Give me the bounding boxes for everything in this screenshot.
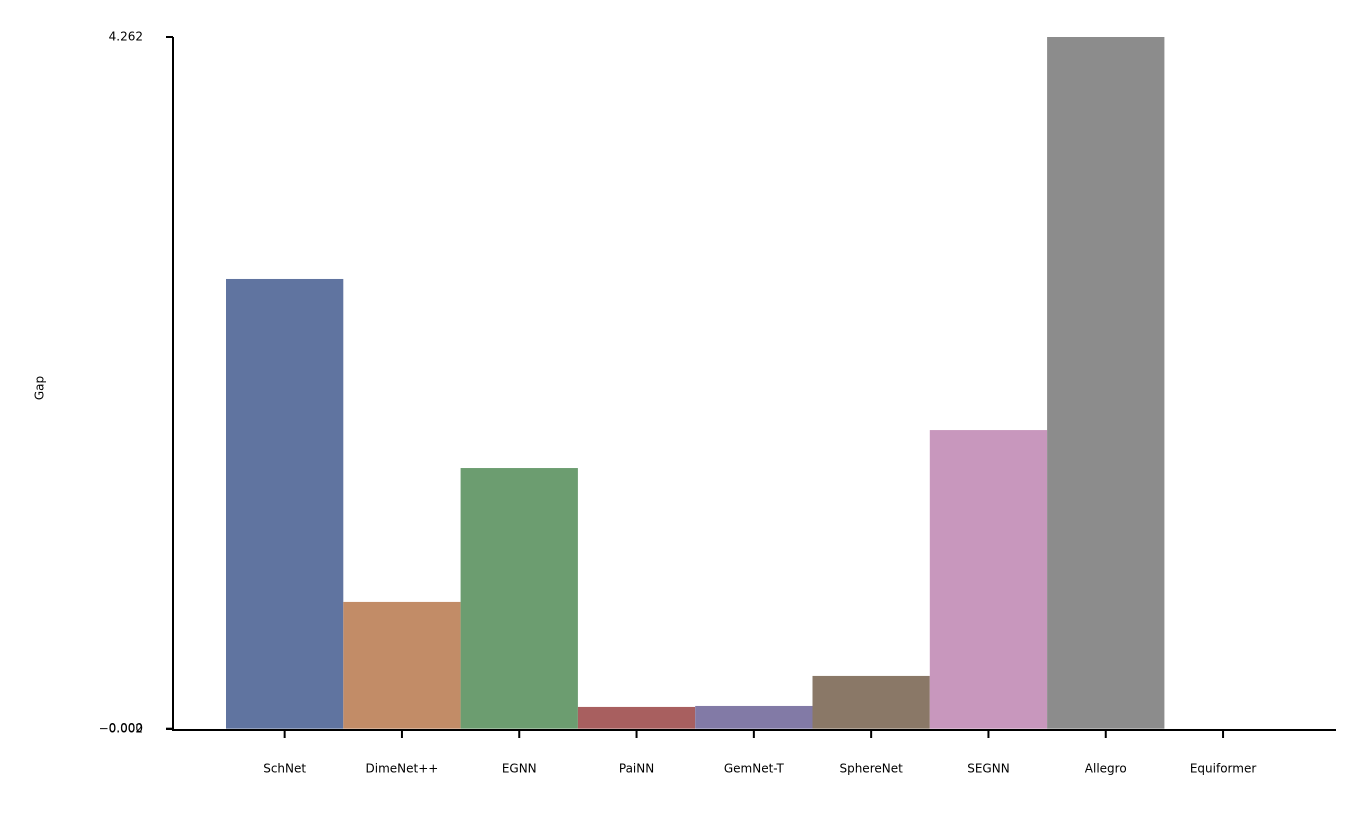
bar bbox=[812, 675, 930, 729]
bar bbox=[460, 468, 578, 729]
y-tick-label: 0.000 bbox=[109, 721, 143, 735]
x-tick-label: SphereNet bbox=[839, 762, 903, 776]
bar bbox=[695, 705, 813, 729]
bar bbox=[1047, 37, 1165, 729]
bar bbox=[577, 706, 696, 729]
y-axis-label: Gap bbox=[33, 376, 47, 400]
y-tick-label: −0.002 bbox=[99, 722, 143, 736]
bar bbox=[929, 430, 1048, 729]
x-tick-label: Equiformer bbox=[1190, 762, 1257, 776]
y-tick-label: 4.262 bbox=[109, 30, 143, 44]
bar bbox=[226, 278, 344, 729]
x-tick-label: PaiNN bbox=[619, 762, 654, 776]
bar bbox=[343, 601, 461, 729]
x-tick-label: SchNet bbox=[263, 762, 306, 776]
x-tick-label: DimeNet++ bbox=[366, 762, 439, 776]
x-tick-label: SEGNN bbox=[967, 762, 1009, 776]
x-tick-label: GemNet-T bbox=[724, 762, 785, 776]
x-tick-label: Allegro bbox=[1085, 762, 1127, 776]
x-tick-label: EGNN bbox=[502, 762, 537, 776]
